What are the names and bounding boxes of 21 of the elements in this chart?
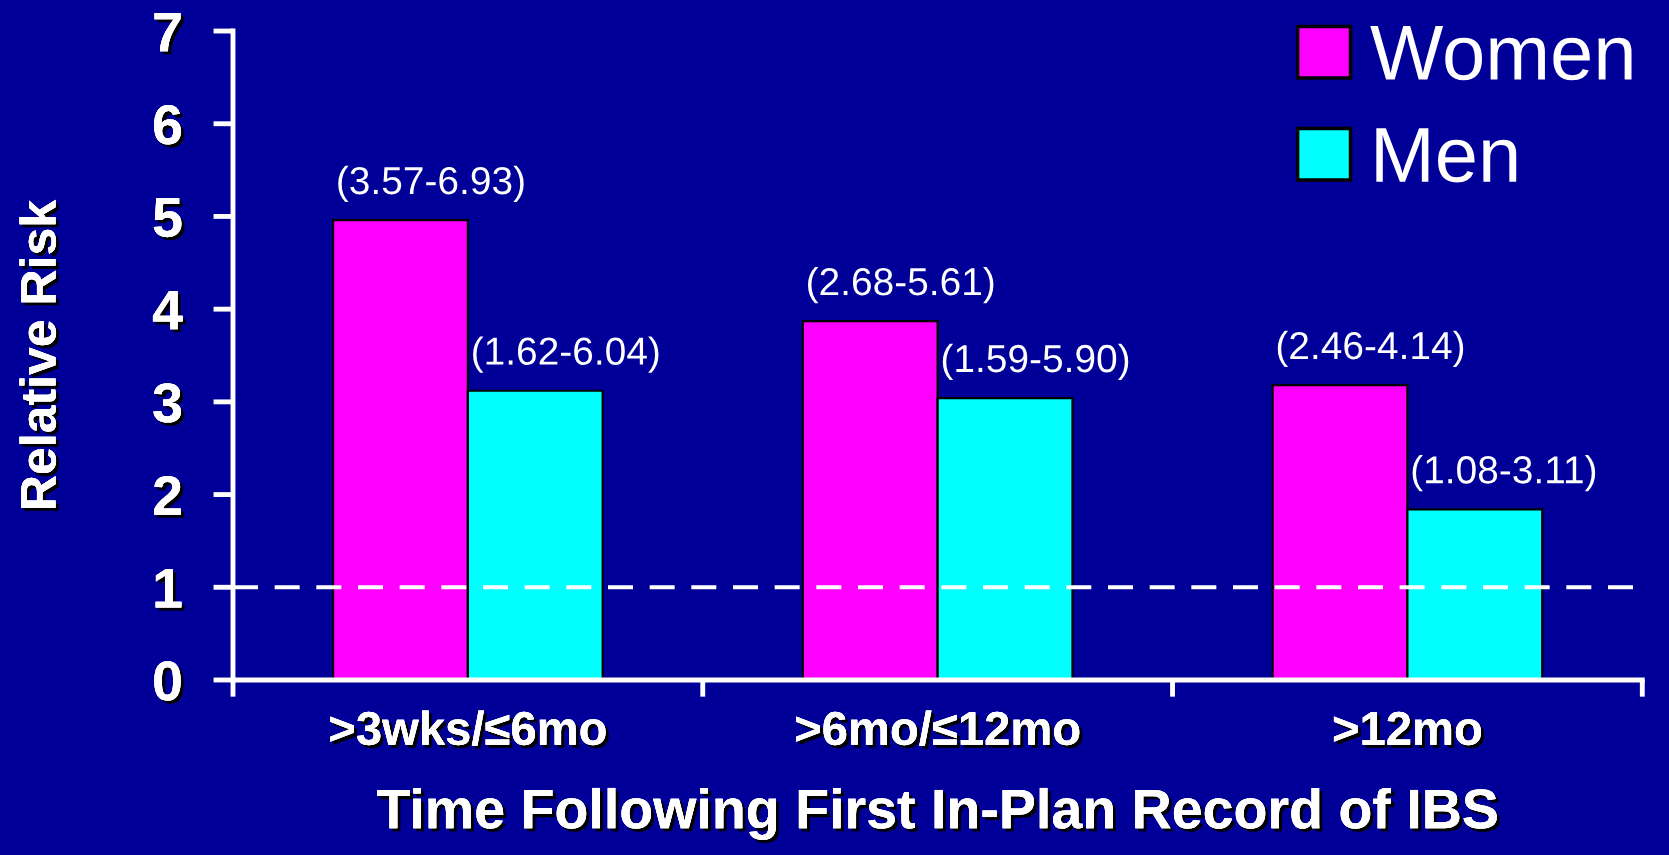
data-label: (1.59-5.90) [942, 343, 1129, 381]
y-tick-label: 1 [155, 569, 185, 611]
y-tick-label: 0 [154, 661, 184, 704]
legend-label: Women [1370, 26, 1632, 81]
y-axis-title: Relative Risk [19, 199, 60, 511]
data-label: (1.08-3.11) [1412, 455, 1596, 492]
y-tick-label: 6 [154, 105, 185, 148]
y-tick-label: 7 [154, 12, 184, 55]
y-tick-label: 3 [153, 383, 185, 426]
y-tick-label: 2 [154, 475, 184, 518]
x-tick-label: >3wks/≤6mo [330, 710, 609, 749]
x-tick-label: >12mo [1333, 711, 1485, 749]
data-label: (2.46-4.14) [1277, 330, 1464, 368]
data-label: (1.62-6.04) [473, 336, 659, 373]
y-tick-label: 4 [152, 291, 186, 333]
data-label: (3.57-6.93) [338, 165, 524, 203]
legend-label: Men [1376, 128, 1517, 183]
x-axis-title: Time Following First In-Plan Record of IBS [377, 787, 1500, 843]
x-tick-label: >6mo/≤12mo [796, 710, 1083, 749]
y-tick-label: 5 [153, 198, 185, 241]
data-label: (2.68-5.61) [808, 266, 994, 304]
